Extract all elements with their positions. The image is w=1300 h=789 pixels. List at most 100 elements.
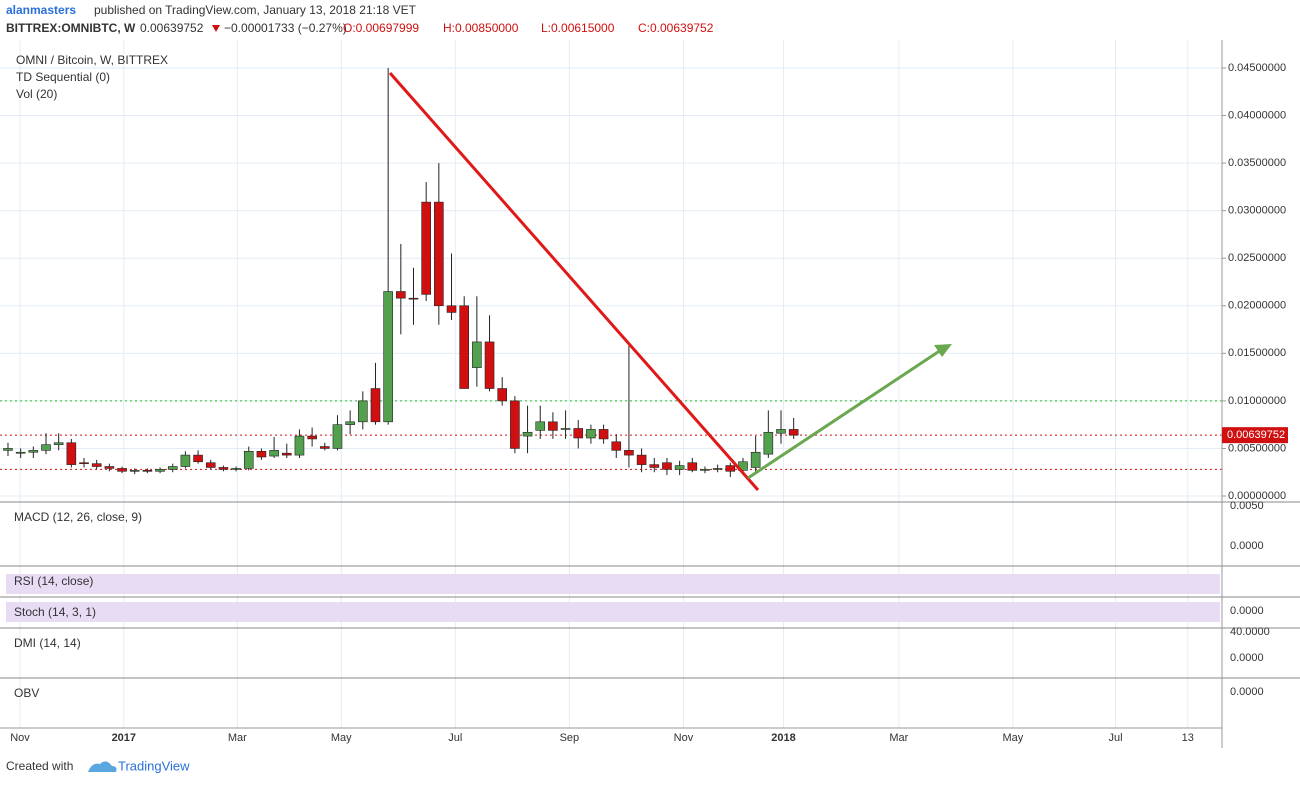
study: Vol (20) [16, 87, 57, 101]
candle-body [231, 468, 241, 470]
candle-body [396, 291, 406, 299]
x-tick-label: May [331, 732, 352, 744]
candle-body [167, 466, 178, 470]
down-arrow [212, 25, 220, 32]
indicator-panes: MACD (12, 26, close, 9) 0.0050 0.0000 RSI (… [0, 500, 1300, 700]
axes: 0.00000000 0.00500000 0.01000000 0.01500000… [0, 40, 1288, 748]
publisher[interactable]: alanmasters [6, 3, 76, 17]
candle-body [788, 429, 799, 436]
candle-body [294, 435, 305, 456]
candle-body [256, 450, 267, 458]
y-tick-label: 0.04500000 [1228, 62, 1286, 74]
candle-body [370, 388, 381, 423]
x-tick-label: Jul [448, 732, 462, 744]
candle-body [573, 428, 584, 439]
y-tick-label: 0.04000000 [1228, 109, 1286, 121]
y-tick-label: 0.01500000 [1228, 347, 1286, 359]
trendline-up [747, 346, 945, 480]
candle-body [535, 421, 546, 431]
candle-body [383, 291, 393, 423]
y-tick-label: 0.03500000 [1228, 157, 1286, 169]
study: TD Sequential (0) [16, 70, 110, 84]
candle-body [611, 441, 622, 451]
y-tick-label: 0.03000000 [1228, 205, 1286, 217]
candle-body [142, 470, 153, 472]
pane-tick-label: 0.0000 [1230, 686, 1264, 698]
levels [0, 400, 1222, 470]
candle-body [421, 201, 431, 295]
candle-body [319, 446, 330, 449]
pane-tick-label: 0.0000 [1230, 652, 1264, 664]
candle-body [408, 297, 419, 300]
candle-body [358, 400, 368, 423]
candle-body [472, 341, 482, 368]
candle-body [674, 465, 685, 470]
y-tick-label: 0.02000000 [1228, 300, 1286, 312]
open: O:0.00697999 [343, 21, 419, 35]
candle-body [91, 463, 102, 467]
candle-body [104, 466, 115, 469]
candle-body [624, 450, 634, 456]
candle-body [332, 424, 343, 449]
candle-body [598, 429, 609, 440]
published-text: published on TradingView.com, January 13… [94, 3, 417, 17]
brand[interactable]: TradingView [118, 758, 190, 773]
price-badge [1222, 427, 1288, 444]
pane-tick-label: 40.0000 [1230, 626, 1270, 638]
y-tick-label: 0.02500000 [1228, 252, 1286, 264]
candle-body [3, 448, 13, 451]
candle-body [281, 452, 292, 456]
candle-body [700, 469, 710, 471]
candle-body [712, 468, 723, 470]
pane-label: RSI (14, close) [14, 574, 93, 588]
trendline-down [388, 72, 760, 491]
candle-body [725, 465, 736, 472]
pane-label: MACD (12, 26, close, 9) [14, 510, 142, 524]
candles [3, 68, 799, 477]
candle-body [155, 469, 165, 472]
candle-body [649, 464, 660, 468]
chart-title: OMNI / Bitcoin, W, BITTREX [16, 53, 168, 67]
footer: Created with [6, 759, 73, 773]
candle-body [522, 431, 533, 437]
low: L:0.00615000 [541, 21, 615, 35]
candle-body [218, 467, 229, 470]
candle-body [15, 451, 26, 454]
candle-body [345, 421, 355, 425]
candle-body [446, 305, 457, 313]
pane-label: DMI (14, 14) [14, 636, 81, 650]
candle-body [510, 400, 520, 449]
candle-body [117, 468, 127, 472]
candle-body [307, 435, 317, 440]
last-price: 0.00639752 [140, 21, 204, 35]
candle-body [53, 442, 64, 445]
candle-body [434, 201, 444, 307]
candle-body [180, 454, 191, 467]
candle-body [269, 450, 279, 457]
x-tick-label: 2017 [112, 732, 136, 744]
candle-body [79, 462, 89, 465]
candle-body [763, 431, 774, 455]
candle-body [548, 421, 558, 431]
x-tick-label: 2018 [771, 732, 795, 744]
x-tick-label: Mar [889, 732, 908, 744]
stoch-band [6, 602, 1220, 622]
candle-body [484, 341, 495, 389]
y-tick-label: 0.01000000 [1228, 395, 1286, 407]
price-badge-label: 0.00639752 [1227, 429, 1285, 441]
candle-body [459, 305, 469, 389]
x-tick-label: Nov [674, 732, 694, 744]
high: H:0.00850000 [443, 21, 519, 35]
candle-body [66, 442, 77, 465]
pane-label: OBV [14, 686, 39, 700]
pane-tick-label: 0.0000 [1230, 605, 1264, 617]
x-tick-label: Nov [10, 732, 30, 744]
pane-label: Stoch (14, 3, 1) [14, 605, 96, 619]
candle-body [129, 470, 140, 472]
candle-body [205, 462, 216, 468]
x-tick-label: May [1003, 732, 1024, 744]
rsi-band [6, 574, 1220, 594]
candle-body [586, 429, 596, 439]
